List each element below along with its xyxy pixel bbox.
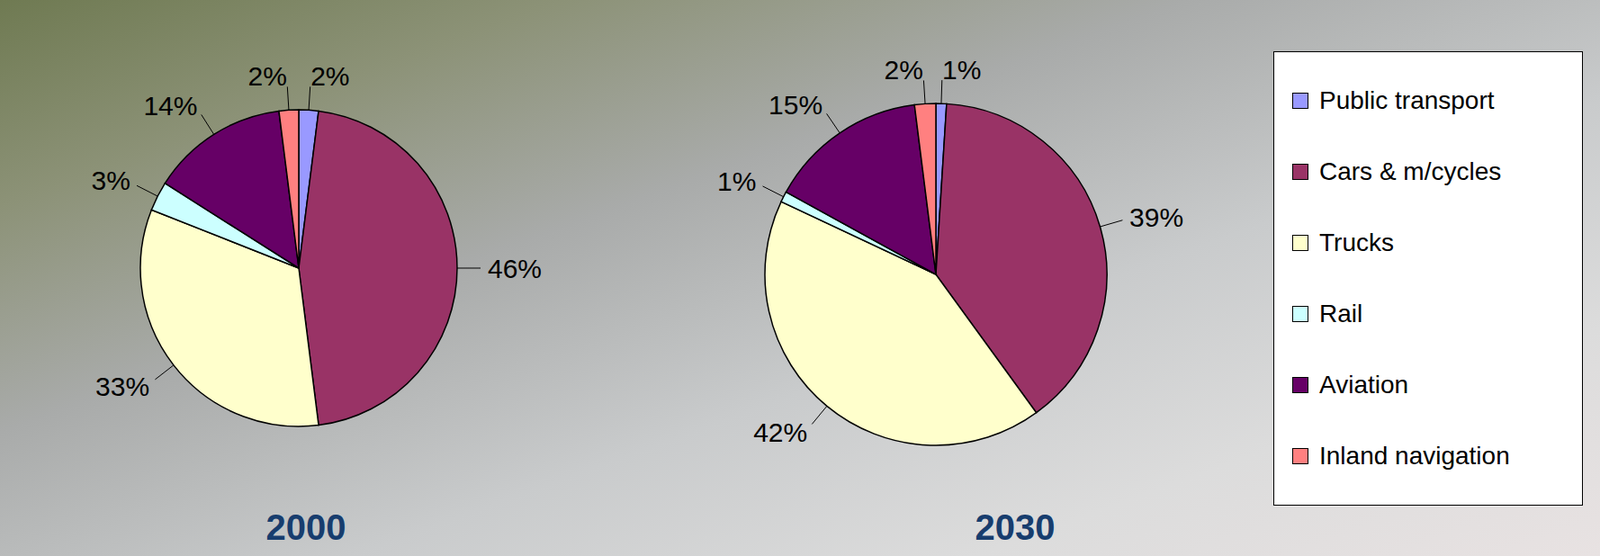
svg-text:39%: 39% (1129, 202, 1184, 233)
html-text:2030: 2030 (975, 507, 1056, 548)
svg-text:14%: 14% (143, 90, 198, 121)
svg-text:15%: 15% (768, 89, 823, 120)
html-text:Aviation: Aviation (1319, 370, 1409, 399)
svg-text:33%: 33% (95, 371, 150, 402)
svg-text:3%: 3% (91, 165, 131, 196)
svg-text:2%: 2% (884, 54, 924, 85)
html-text:Inland navigation: Inland navigation (1319, 442, 1510, 471)
html-text:Rail: Rail (1319, 299, 1363, 328)
html-text:Public transport: Public transport (1319, 86, 1495, 114)
svg-text:1%: 1% (942, 54, 981, 85)
svg-text:46%: 46% (487, 253, 542, 284)
svg-text:42%: 42% (753, 417, 808, 448)
html-text:Trucks: Trucks (1319, 228, 1394, 257)
html-text:Cars & m/cycles: Cars & m/cycles (1319, 157, 1502, 186)
svg-text:2%: 2% (247, 61, 287, 91)
svg-text:2%: 2% (310, 61, 350, 91)
html-text:2000: 2000 (265, 507, 347, 548)
svg-text:1%: 1% (717, 166, 756, 197)
